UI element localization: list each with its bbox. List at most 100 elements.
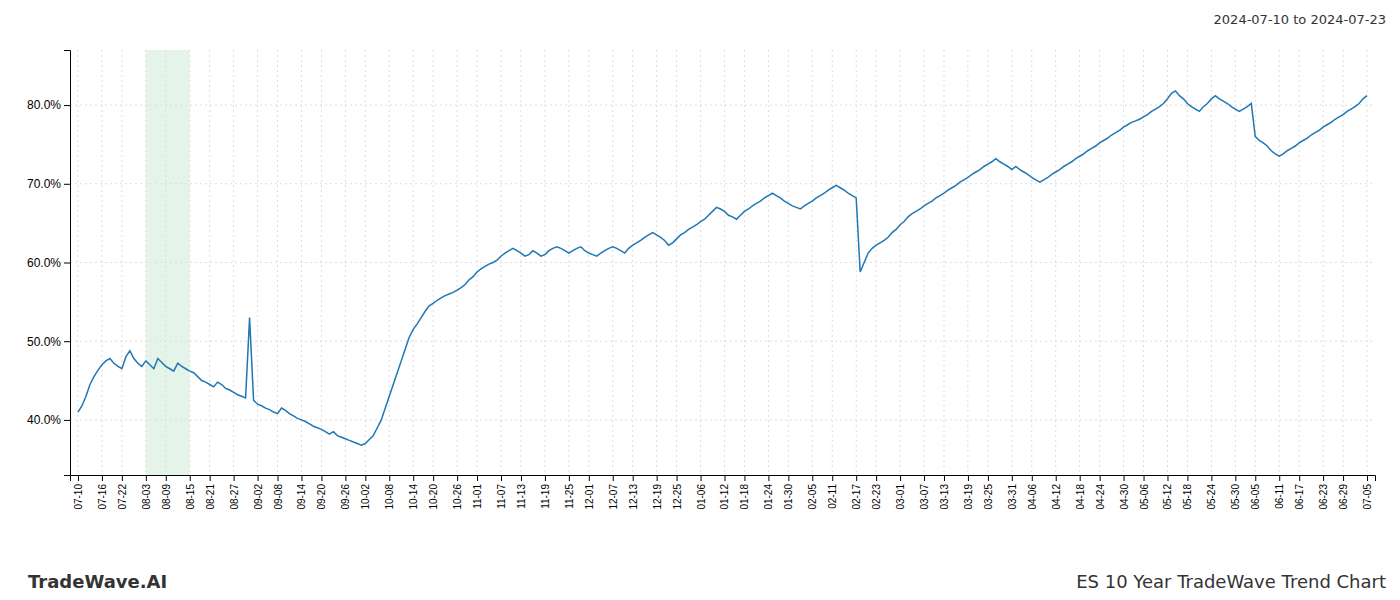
grid-line xyxy=(943,50,944,475)
tick-label: 08-09 xyxy=(161,484,172,510)
grid-line xyxy=(209,50,210,475)
grid-line xyxy=(1099,50,1100,475)
tick-label: 10-26 xyxy=(452,484,463,510)
grid-line xyxy=(345,50,346,475)
grid-line xyxy=(121,50,122,475)
grid-line xyxy=(520,50,521,475)
tick-mark xyxy=(1211,475,1212,481)
tick-mark xyxy=(64,263,70,264)
tick-label: 06-29 xyxy=(1338,484,1349,510)
tick-mark xyxy=(64,420,70,421)
grid-line xyxy=(70,341,1375,342)
tick: 11-01 xyxy=(472,475,483,509)
tick-label: 04-30 xyxy=(1119,484,1130,510)
tick: 07-22 xyxy=(117,475,128,510)
tick: 10-20 xyxy=(428,475,439,510)
title: ES 10 Year TradeWave Trend Chart xyxy=(1076,571,1386,592)
tick-mark xyxy=(724,475,725,481)
grid-line xyxy=(145,50,146,475)
tick: 12-01 xyxy=(584,475,595,510)
tick-mark xyxy=(1255,475,1256,481)
grid-line xyxy=(1187,50,1188,475)
grid-line xyxy=(856,50,857,475)
tick-mark xyxy=(457,475,458,481)
tick-label: 08-15 xyxy=(185,484,196,510)
tick-mark xyxy=(1032,475,1033,481)
grid-line xyxy=(700,50,701,475)
tick: 06-29 xyxy=(1338,475,1349,510)
tick-mark xyxy=(345,475,346,481)
tick: 05-24 xyxy=(1206,475,1217,510)
tick-mark xyxy=(768,475,769,481)
tick: 04-24 xyxy=(1095,475,1106,510)
tick-label: 70.0% xyxy=(27,177,61,191)
grid-line xyxy=(544,50,545,475)
tick: 05-30 xyxy=(1230,475,1241,510)
grid-line xyxy=(744,50,745,475)
tick-label: 06-11 xyxy=(1274,484,1285,509)
tick-mark xyxy=(657,475,658,481)
grid-line xyxy=(832,50,833,475)
grid-line xyxy=(1031,50,1032,475)
grid-line xyxy=(70,183,1375,184)
grid-line xyxy=(70,262,1375,263)
tick: 12-07 xyxy=(608,475,619,510)
tick-mark xyxy=(1056,475,1057,481)
tick: 11-25 xyxy=(564,475,575,509)
grid-line xyxy=(365,50,366,475)
tick-label: 01-24 xyxy=(763,484,774,510)
tick-label: 02-05 xyxy=(807,484,818,510)
subtitle: 2024-07-10 to 2024-07-23 xyxy=(1214,12,1386,27)
tick: 01-12 xyxy=(719,475,730,510)
tick-mark xyxy=(1144,475,1145,481)
tick-label: 05-12 xyxy=(1162,484,1173,510)
tick-mark xyxy=(1299,475,1300,481)
tick-label: 04-18 xyxy=(1075,484,1086,510)
grid-line xyxy=(768,50,769,475)
tick: 09-08 xyxy=(273,475,284,510)
tick-label: 05-18 xyxy=(1182,484,1193,510)
tick: 03-31 xyxy=(1007,475,1018,510)
tick: 10-26 xyxy=(452,475,463,510)
tick: 60.0% xyxy=(27,256,70,270)
tick-label: 02-23 xyxy=(871,484,882,510)
grid-line xyxy=(1011,50,1012,475)
grid-line xyxy=(1255,50,1256,475)
tick: 06-17 xyxy=(1294,475,1305,510)
tick-label: 04-24 xyxy=(1095,484,1106,510)
grid-line xyxy=(477,50,478,475)
tick-label: 08-27 xyxy=(229,484,240,510)
tick-label: 50.0% xyxy=(27,335,61,349)
grid-line xyxy=(632,50,633,475)
tick: 03-01 xyxy=(895,475,906,510)
tick-label: 07-16 xyxy=(97,484,108,510)
grid-line xyxy=(1279,50,1280,475)
tick-label: 11-19 xyxy=(540,484,551,509)
tick-label: 03-01 xyxy=(895,484,906,510)
tick-mark xyxy=(1012,475,1013,481)
tick-label: 80.0% xyxy=(27,98,61,112)
tick-mark xyxy=(102,475,103,481)
highlight-band xyxy=(146,50,190,475)
tick-mark xyxy=(613,475,614,481)
grid-line xyxy=(1079,50,1080,475)
grid-line xyxy=(413,50,414,475)
grid-line xyxy=(1299,50,1300,475)
tick: 10-14 xyxy=(408,475,419,510)
tick-label: 09-20 xyxy=(316,484,327,510)
grid-line xyxy=(924,50,925,475)
grid-line xyxy=(389,50,390,475)
tick-mark xyxy=(832,475,833,481)
tick-mark xyxy=(521,475,522,481)
tick: 12-25 xyxy=(672,475,683,510)
tick-mark xyxy=(413,475,414,481)
tick-label: 07-22 xyxy=(117,484,128,510)
grid-line xyxy=(724,50,725,475)
tick: 80.0% xyxy=(27,98,70,112)
tick-label: 01-06 xyxy=(696,484,707,510)
grid-line xyxy=(967,50,968,475)
tick: 05-06 xyxy=(1139,475,1150,510)
tick-mark xyxy=(433,475,434,481)
tick-mark xyxy=(1167,475,1168,481)
grid-line xyxy=(1143,50,1144,475)
